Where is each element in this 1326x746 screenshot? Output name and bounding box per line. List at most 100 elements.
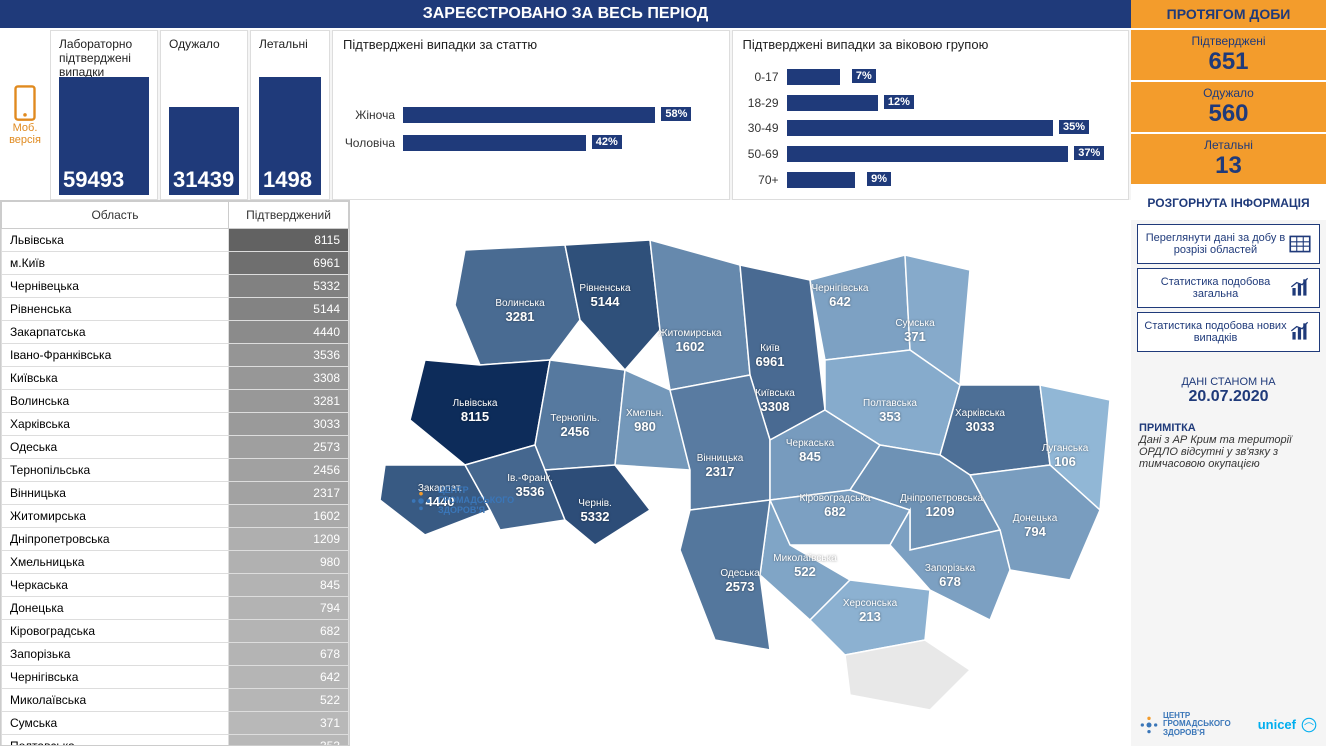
table-row[interactable]: Сумська 371 <box>2 712 349 735</box>
info-link-card[interactable]: Переглянути дані за добу в розрізі облас… <box>1137 224 1320 264</box>
table-row[interactable]: Вінницька 2317 <box>2 482 349 505</box>
region-value: 353 <box>229 735 349 746</box>
map-region[interactable] <box>650 240 750 390</box>
table-row[interactable]: Миколаївська 522 <box>2 689 349 712</box>
info-link-card[interactable]: Статистика подобова загальна <box>1137 268 1320 308</box>
region-name: Дніпропетровська <box>2 528 229 551</box>
phone-icon <box>10 84 40 122</box>
map-region[interactable] <box>545 465 650 545</box>
region-name: Львівська <box>2 229 229 252</box>
main-header: ЗАРЕЄСТРОВАНО ЗА ВЕСЬ ПЕРІОД <box>0 0 1131 30</box>
bar-label: Жіноча <box>343 108 403 122</box>
gender-bar-row: Жіноча 58% <box>343 107 719 123</box>
map-region[interactable] <box>680 500 770 650</box>
table-row[interactable]: м.Київ 6961 <box>2 252 349 275</box>
gender-chart-title: Підтверджені випадки за статтю <box>343 37 719 52</box>
region-name: Вінницька <box>2 482 229 505</box>
table-row[interactable]: Київська 3308 <box>2 367 349 390</box>
info-link-card[interactable]: Статистика подобова нових випадків <box>1137 312 1320 352</box>
main-header-title: ЗАРЕЄСТРОВАНО ЗА ВЕСЬ ПЕРІОД <box>423 5 709 23</box>
age-bar-row: 70+ 9% <box>743 172 1119 188</box>
col-value[interactable]: Підтверджений <box>229 202 349 229</box>
region-value: 845 <box>229 574 349 597</box>
kpi-box: Одужало 31439 <box>160 30 248 200</box>
age-bar-row: 30-49 35% <box>743 120 1119 136</box>
region-value: 3281 <box>229 390 349 413</box>
daily-label: Одужало <box>1131 86 1326 100</box>
table-row[interactable]: Хмельницька 980 <box>2 551 349 574</box>
region-table-panel[interactable]: Область Підтверджений Львівська 8115 м.К… <box>0 200 350 746</box>
table-row[interactable]: Чернігівська 642 <box>2 666 349 689</box>
table-row[interactable]: Донецька 794 <box>2 597 349 620</box>
chart-icon <box>1287 275 1313 301</box>
map-panel: Волинська3281Рівненська5144Житомирська16… <box>350 200 1131 746</box>
table-row[interactable]: Черкаська 845 <box>2 574 349 597</box>
table-row[interactable]: Запорізька 678 <box>2 643 349 666</box>
age-bar-row: 18-29 12% <box>743 95 1119 111</box>
table-row[interactable]: Рівненська 5144 <box>2 298 349 321</box>
region-value: 2573 <box>229 436 349 459</box>
map-region[interactable] <box>565 240 660 370</box>
region-name: Хмельницька <box>2 551 229 574</box>
region-name: Київська <box>2 367 229 390</box>
mobile-version-link[interactable]: Моб. версія <box>0 30 50 200</box>
table-row[interactable]: Житомирська 1602 <box>2 505 349 528</box>
table-row[interactable]: Дніпропетровська 1209 <box>2 528 349 551</box>
kpi-value: 1498 <box>259 167 321 193</box>
link-text: Статистика подобова нових випадків <box>1144 320 1287 344</box>
org-footer-logo: ЦЕНТР ГРОМАДСЬКОГО ЗДОРОВ'Я <box>1139 712 1223 738</box>
region-value: 1602 <box>229 505 349 528</box>
table-row[interactable]: Харківська 3033 <box>2 413 349 436</box>
table-row[interactable]: Закарпатська 4440 <box>2 321 349 344</box>
mobile-label: Моб. версія <box>0 122 50 146</box>
table-row[interactable]: Тернопільська 2456 <box>2 459 349 482</box>
note-body: Дані з АР Крим та території ОРДЛО відсут… <box>1139 434 1318 470</box>
region-name: Закарпатська <box>2 321 229 344</box>
table-row[interactable]: Івано-Франківська 3536 <box>2 344 349 367</box>
bar-pct: 42% <box>592 135 622 149</box>
map-region[interactable] <box>670 375 770 510</box>
bar-label: 70+ <box>743 173 787 187</box>
map-org-logo: ЦЕНТР ГРОМАДСЬКОГО ЗДОРОВ'Я <box>410 486 518 516</box>
right-panel: ПРОТЯГОМ ДОБИ Підтверджені 651Одужало 56… <box>1131 0 1326 746</box>
kpi-value: 31439 <box>169 167 239 193</box>
link-text: Переглянути дані за добу в розрізі облас… <box>1144 232 1287 256</box>
region-value: 371 <box>229 712 349 735</box>
region-value: 3033 <box>229 413 349 436</box>
col-region[interactable]: Область <box>2 202 229 229</box>
info-section-header: РОЗГОРНУТА ІНФОРМАЦІЯ <box>1131 186 1326 220</box>
region-value: 682 <box>229 620 349 643</box>
age-chart: Підтверджені випадки за віковою групою 0… <box>732 30 1130 200</box>
map-region[interactable] <box>810 255 910 360</box>
region-name: Кіровоградська <box>2 620 229 643</box>
table-row[interactable]: Львівська 8115 <box>2 229 349 252</box>
region-name: Донецька <box>2 597 229 620</box>
content-row: Область Підтверджений Львівська 8115 м.К… <box>0 200 1131 746</box>
daily-stat-box: Підтверджені 651 <box>1131 30 1326 82</box>
age-chart-title: Підтверджені випадки за віковою групою <box>743 37 1119 52</box>
region-value: 4440 <box>229 321 349 344</box>
link-text: Статистика подобова загальна <box>1144 276 1287 300</box>
map-region[interactable] <box>535 360 625 470</box>
map-region[interactable] <box>940 385 1050 475</box>
daily-value: 560 <box>1131 100 1326 128</box>
region-value: 8115 <box>229 229 349 252</box>
table-row[interactable]: Волинська 3281 <box>2 390 349 413</box>
daily-value: 13 <box>1131 152 1326 180</box>
region-table: Область Підтверджений Львівська 8115 м.К… <box>1 201 349 746</box>
date-label: ДАНІ СТАНОМ НА <box>1131 376 1326 388</box>
region-value: 3536 <box>229 344 349 367</box>
kpi-box: Летальні 1498 <box>250 30 330 200</box>
bar-label: 18-29 <box>743 96 787 110</box>
gender-chart: Підтверджені випадки за статтю Жіноча 58… <box>332 30 730 200</box>
table-icon <box>1287 231 1313 257</box>
age-bar-row: 0-17 7% <box>743 69 1119 85</box>
org-logo-icon <box>410 490 432 512</box>
table-row[interactable]: Полтавська 353 <box>2 735 349 746</box>
region-name: Миколаївська <box>2 689 229 712</box>
top-row: Моб. версія Лабораторно підтверджені вип… <box>0 30 1131 200</box>
table-row[interactable]: Чернівецька 5332 <box>2 275 349 298</box>
table-row[interactable]: Одеська 2573 <box>2 436 349 459</box>
table-row[interactable]: Кіровоградська 682 <box>2 620 349 643</box>
map-region[interactable] <box>455 245 580 365</box>
